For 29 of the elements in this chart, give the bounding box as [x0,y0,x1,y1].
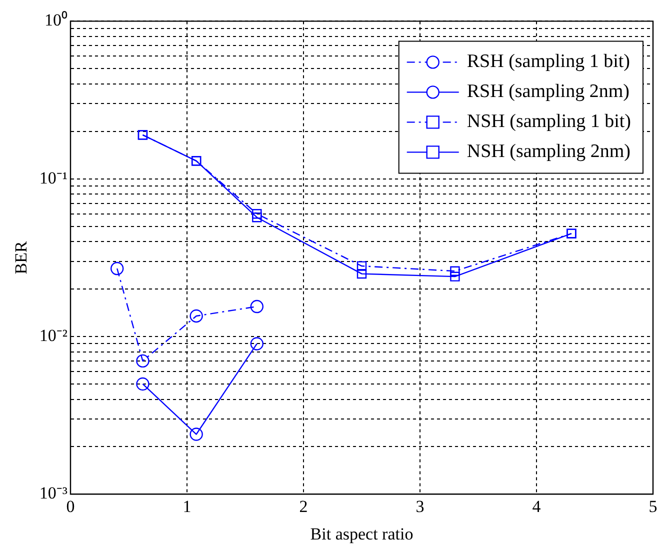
point [110,262,124,276]
y-axis-title: BER [12,240,31,274]
point [450,272,460,282]
x-tick-label: 3 [416,496,424,516]
legend-label: RSH (sampling 2nm) [466,81,630,102]
point [250,337,264,350]
legend-label: RSH (sampling 1 bit) [466,51,630,72]
point [250,300,264,314]
x-tick-label: 4 [532,496,542,516]
point [252,212,262,222]
point [356,268,367,279]
point [190,428,203,441]
y-tick-label: 10⁻² [39,326,68,345]
x-tick-label: 1 [182,496,192,516]
y-tick-label: 10⁰ [44,10,68,30]
point [136,377,150,391]
point [136,354,150,368]
x-axis-title: Bit aspect ratio [310,524,414,544]
point [252,209,262,219]
legend-label: NSH (sampling 1 bit) [466,111,632,132]
x-tick-label: 2 [299,496,308,516]
point [190,309,203,323]
point [356,261,367,271]
point [450,266,460,276]
legend-label: NSH (sampling 2nm) [466,141,630,162]
x-tick-label: 0 [66,496,75,516]
x-tick-label: 5 [648,496,658,516]
y-tick-label: 10⁻¹ [39,168,68,188]
y-tick-label: 10⁻³ [39,484,68,503]
